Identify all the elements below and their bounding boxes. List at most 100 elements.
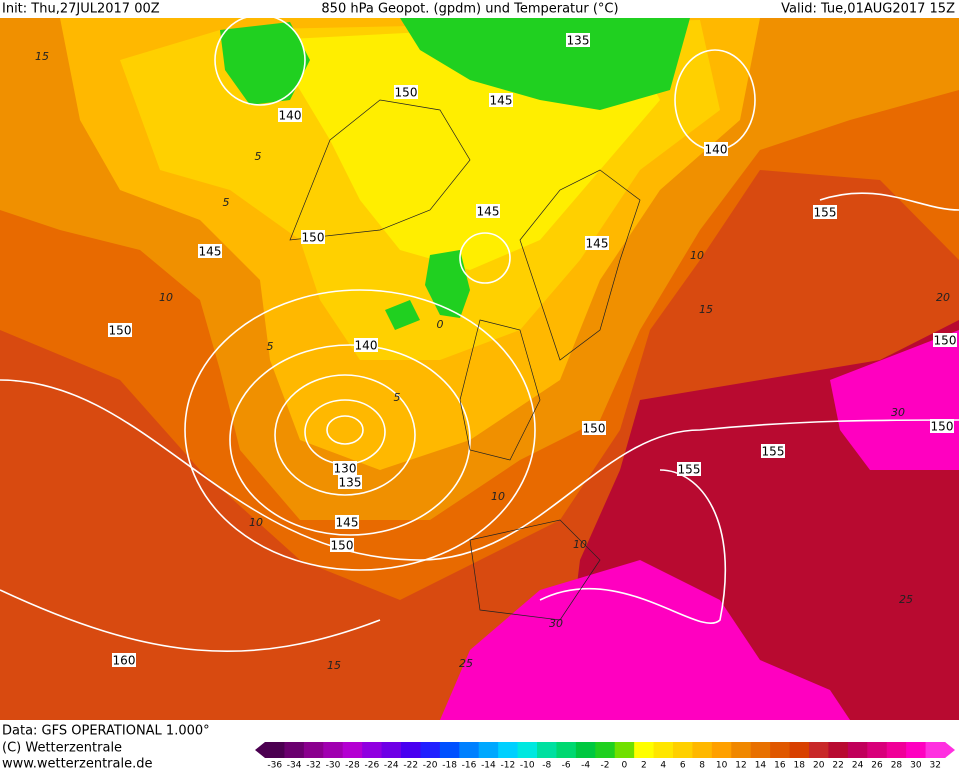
contour-label-box xyxy=(335,515,359,529)
scale-label: 12 xyxy=(735,761,746,771)
contour-label-box xyxy=(585,236,609,250)
temperature-label: 10 xyxy=(573,538,587,551)
scale-label: 0 xyxy=(622,761,628,771)
scale-swatch xyxy=(439,742,460,758)
scale-label: -4 xyxy=(581,761,590,771)
geopotential-label: 140 xyxy=(355,339,378,353)
header-bar xyxy=(0,0,959,18)
scale-swatch xyxy=(323,742,344,758)
scale-label: 28 xyxy=(891,761,903,771)
scale-label: 6 xyxy=(680,761,686,771)
scale-label: -30 xyxy=(326,761,341,771)
temperature-label: 10 xyxy=(159,291,173,304)
scale-label: 30 xyxy=(910,761,922,771)
geopotential-label: 140 xyxy=(705,143,728,157)
temperature-label: 5 xyxy=(223,196,230,209)
scale-label: -14 xyxy=(481,761,496,771)
contour-label-box xyxy=(933,333,957,347)
geopotential-label: 135 xyxy=(567,34,590,48)
data-source: Data: GFS OPERATIONAL 1.000° xyxy=(2,724,210,739)
scale-swatch xyxy=(731,742,752,758)
scale-swatch xyxy=(537,742,557,758)
scale-label: -28 xyxy=(345,761,360,771)
scale-swatch xyxy=(847,742,868,758)
scale-label: 16 xyxy=(774,761,786,771)
scale-label: 10 xyxy=(716,761,728,771)
scale-label: -18 xyxy=(442,761,457,771)
geopotential-label: 145 xyxy=(477,205,500,219)
scale-swatch xyxy=(556,742,577,758)
scale-swatch xyxy=(362,742,383,758)
contour-label-box xyxy=(394,85,418,99)
geopotential-label: 155 xyxy=(762,445,785,459)
temperature-label: 5 xyxy=(267,340,274,353)
temperature-label: 15 xyxy=(699,303,713,316)
scale-label: -12 xyxy=(501,761,516,771)
geopotential-label: 150 xyxy=(331,539,354,553)
scale-label: 14 xyxy=(755,761,767,771)
scale-swatch xyxy=(750,742,771,758)
contour-label-box xyxy=(566,33,590,47)
scale-swatch xyxy=(595,742,616,758)
contour-label-box xyxy=(761,444,785,458)
scale-label: -2 xyxy=(601,761,610,771)
scale-swatch xyxy=(284,742,305,758)
geopotential-label: 130 xyxy=(334,462,357,476)
scale-label: 24 xyxy=(852,761,864,771)
temperature-label: 10 xyxy=(690,249,704,262)
scale-label: -24 xyxy=(384,761,399,771)
website: www.wetterzentrale.de xyxy=(2,757,152,771)
geopotential-label: 135 xyxy=(339,476,362,490)
scale-swatch xyxy=(809,742,829,758)
scale-label: -32 xyxy=(306,761,321,771)
scale-label: 2 xyxy=(641,761,647,771)
copyright: (C) Wetterzentrale xyxy=(2,741,122,756)
contour-label-box xyxy=(476,204,500,218)
scale-swatch xyxy=(925,742,946,758)
contour-label-box xyxy=(582,421,606,435)
scale-swatch xyxy=(420,742,441,758)
geopotential-label: 150 xyxy=(583,422,606,436)
scale-swatch xyxy=(634,742,655,758)
scale-swatch xyxy=(401,742,421,758)
geopotential-label: 145 xyxy=(336,516,359,530)
contour-label-box xyxy=(338,475,362,489)
scale-swatch xyxy=(303,742,324,758)
temperature-label: 25 xyxy=(459,657,473,670)
contour-label-box xyxy=(489,93,513,107)
temperature-label: 20 xyxy=(936,291,950,304)
scale-swatch xyxy=(265,742,285,758)
scale-label: -26 xyxy=(365,761,380,771)
scale-swatch xyxy=(711,742,732,758)
contour-label-box xyxy=(704,142,728,156)
temperature-label: 10 xyxy=(491,490,505,503)
geopotential-label: 150 xyxy=(395,86,418,100)
contour-label-box xyxy=(112,653,136,667)
scale-label: -10 xyxy=(520,761,535,771)
color-scale: -36 -34 -32 -30 -28 -26 -24 -22 -20 -18 -16 -14 -12-… xyxy=(255,742,955,771)
geopotential-label: 150 xyxy=(934,334,957,348)
scale-label: -8 xyxy=(542,761,551,771)
contour-label-box xyxy=(333,461,357,475)
scale-swatch xyxy=(673,742,693,758)
geopotential-label: 150 xyxy=(109,324,132,338)
temperature-label: 10 xyxy=(249,516,263,529)
temperature-label: 25 xyxy=(899,593,913,606)
geopotential-label: 145 xyxy=(586,237,609,251)
scale-swatch xyxy=(867,742,888,758)
scale-arrow-right xyxy=(945,742,955,758)
scale-swatch xyxy=(342,742,363,758)
contour-label-box xyxy=(330,538,354,552)
scale-swatch xyxy=(828,742,849,758)
contour-label-box xyxy=(198,244,222,258)
contour-label-box xyxy=(677,462,701,476)
geopotential-label: 140 xyxy=(279,109,302,123)
temperature-label: 5 xyxy=(394,391,401,404)
scale-label: -16 xyxy=(462,761,477,771)
scale-swatch xyxy=(575,742,596,758)
scale-arrow-left xyxy=(255,742,265,758)
temperature-label: 15 xyxy=(35,50,49,63)
geopotential-label: 145 xyxy=(490,94,513,108)
